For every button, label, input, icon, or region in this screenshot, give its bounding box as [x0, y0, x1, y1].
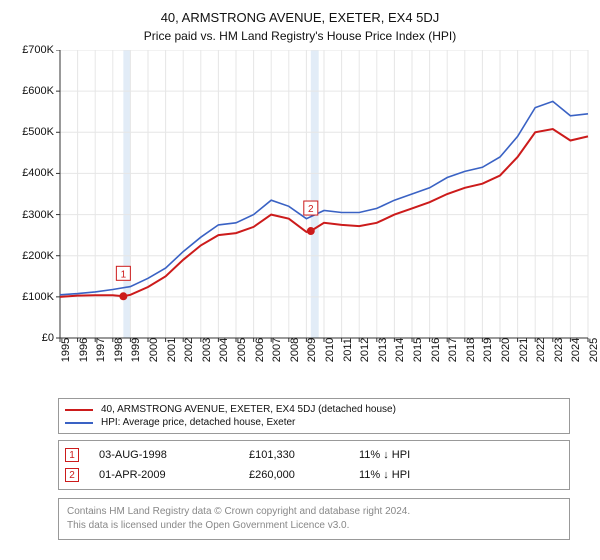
chart-container: 40, ARMSTRONG AVENUE, EXETER, EX4 5DJ Pr…: [0, 0, 600, 560]
sales-table: 1 03-AUG-1998£101,33011% ↓ HPI 2 01-APR-200…: [58, 440, 570, 490]
x-tick-label: 2010: [324, 338, 336, 362]
chart-svg: 12: [10, 50, 590, 380]
chart-area: 12 £0£100K£200K£300K£400K£500K£600K£700K…: [10, 50, 590, 380]
x-tick-label: 2024: [570, 338, 582, 362]
x-tick-label: 2021: [518, 338, 530, 362]
svg-text:1: 1: [121, 269, 127, 280]
footer-line-1: Contains HM Land Registry data © Crown c…: [67, 506, 410, 517]
legend-row: HPI: Average price, detached house, Exet…: [65, 416, 563, 429]
sale-diff: 11% ↓ HPI: [359, 469, 479, 481]
x-tick-label: 2011: [342, 338, 354, 362]
x-tick-label: 2004: [218, 338, 230, 362]
x-tick-label: 2000: [148, 338, 160, 362]
page-subtitle: Price paid vs. HM Land Registry's House …: [0, 25, 600, 43]
legend-label: HPI: Average price, detached house, Exet…: [101, 417, 295, 428]
x-tick-label: 2012: [359, 338, 371, 362]
x-tick-label: 2022: [535, 338, 547, 362]
y-tick-label: £0: [42, 332, 54, 344]
x-tick-label: 2023: [553, 338, 565, 362]
x-tick-label: 2002: [183, 338, 195, 362]
x-tick-label: 2018: [465, 338, 477, 362]
y-tick-label: £700K: [22, 44, 54, 56]
x-tick-label: 1999: [130, 338, 142, 362]
footer: Contains HM Land Registry data © Crown c…: [58, 498, 570, 540]
x-tick-label: 2006: [254, 338, 266, 362]
y-tick-label: £200K: [22, 250, 54, 262]
sale-price: £260,000: [249, 469, 359, 481]
sale-marker-cell: 2: [65, 468, 99, 482]
legend-swatch: [65, 409, 93, 411]
x-tick-label: 1997: [95, 338, 107, 362]
y-tick-label: £300K: [22, 209, 54, 221]
sale-row: 1 03-AUG-1998£101,33011% ↓ HPI: [65, 445, 563, 465]
x-tick-label: 2009: [306, 338, 318, 362]
x-tick-label: 1998: [113, 338, 125, 362]
svg-text:2: 2: [308, 204, 314, 215]
footer-line-2: This data is licensed under the Open Gov…: [67, 520, 349, 531]
legend-label: 40, ARMSTRONG AVENUE, EXETER, EX4 5DJ (d…: [101, 404, 396, 415]
x-tick-label: 2003: [201, 338, 213, 362]
y-tick-label: £100K: [22, 291, 54, 303]
x-tick-label: 2013: [377, 338, 389, 362]
x-tick-label: 2019: [482, 338, 494, 362]
y-tick-label: £500K: [22, 126, 54, 138]
x-tick-label: 1995: [60, 338, 72, 362]
legend-row: 40, ARMSTRONG AVENUE, EXETER, EX4 5DJ (d…: [65, 403, 563, 416]
legend: 40, ARMSTRONG AVENUE, EXETER, EX4 5DJ (d…: [58, 398, 570, 434]
sale-date: 01-APR-2009: [99, 469, 249, 481]
page-title: 40, ARMSTRONG AVENUE, EXETER, EX4 5DJ: [0, 0, 600, 25]
x-tick-label: 2016: [430, 338, 442, 362]
y-tick-label: £400K: [22, 167, 54, 179]
x-tick-label: 2015: [412, 338, 424, 362]
sale-row: 2 01-APR-2009£260,00011% ↓ HPI: [65, 465, 563, 485]
y-tick-label: £600K: [22, 85, 54, 97]
sale-date: 03-AUG-1998: [99, 449, 249, 461]
x-tick-label: 2005: [236, 338, 248, 362]
x-tick-label: 2001: [166, 338, 178, 362]
x-tick-label: 2008: [289, 338, 301, 362]
x-tick-label: 2025: [588, 338, 600, 362]
sale-marker-icon: 1: [65, 448, 79, 462]
x-tick-label: 1996: [78, 338, 90, 362]
sale-marker-cell: 1: [65, 448, 99, 462]
x-tick-label: 2007: [271, 338, 283, 362]
x-tick-label: 2017: [447, 338, 459, 362]
legend-swatch: [65, 422, 93, 424]
x-tick-label: 2014: [394, 338, 406, 362]
x-tick-label: 2020: [500, 338, 512, 362]
sale-diff: 11% ↓ HPI: [359, 449, 479, 461]
sale-marker-icon: 2: [65, 468, 79, 482]
sale-price: £101,330: [249, 449, 359, 461]
